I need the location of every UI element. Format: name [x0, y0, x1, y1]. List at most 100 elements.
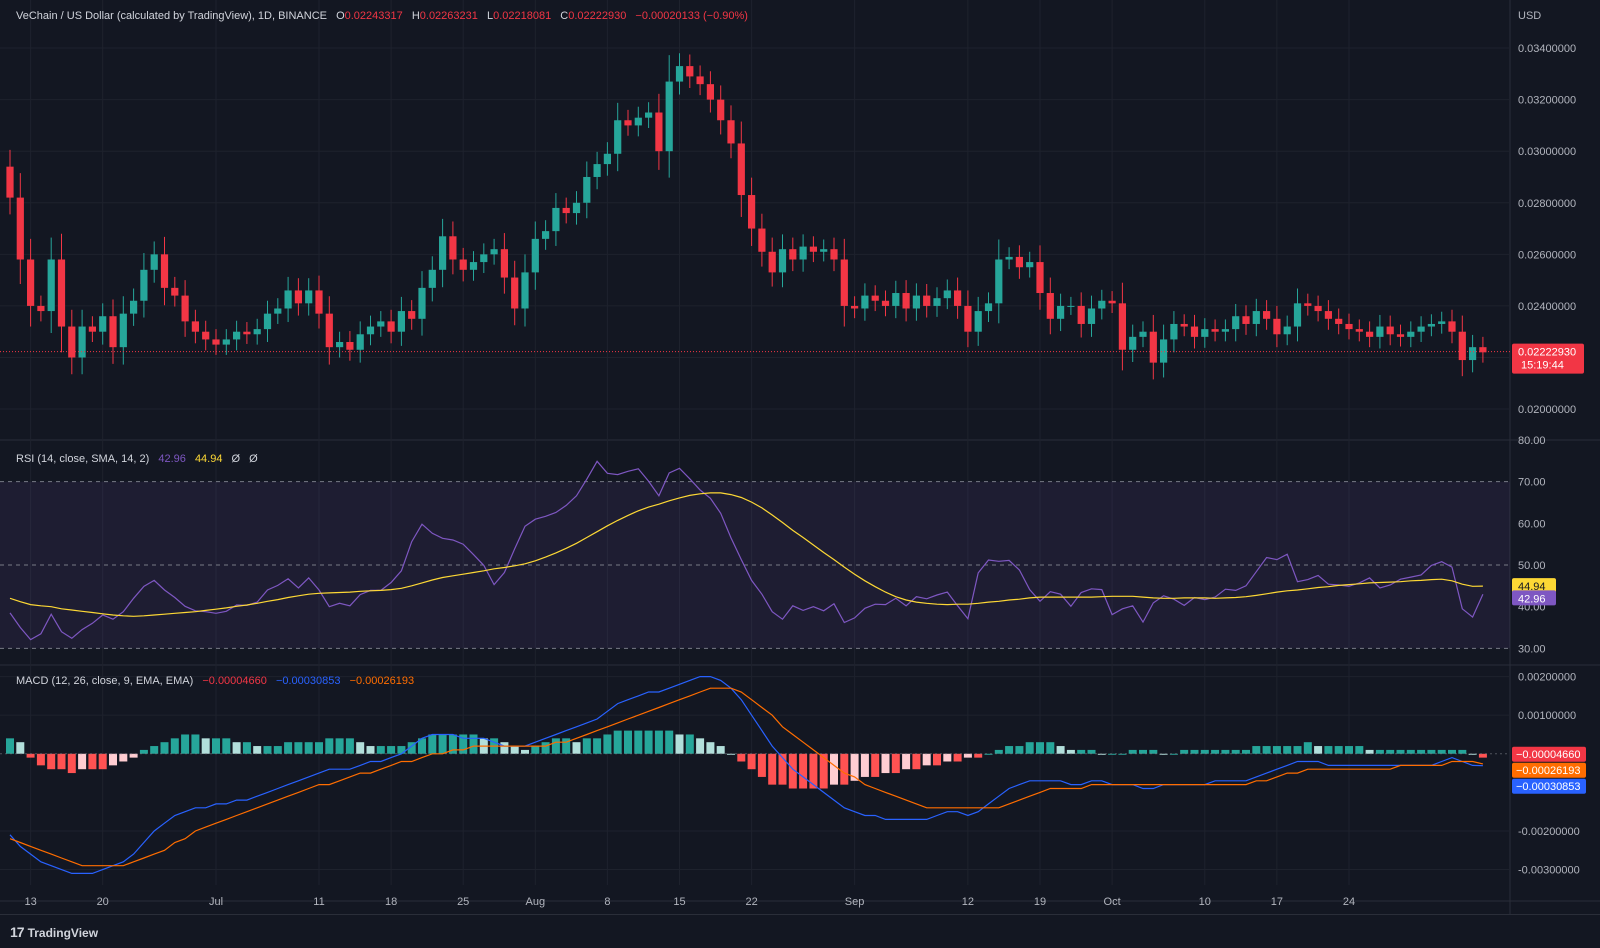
- macd-histogram-bar[interactable]: [768, 753, 777, 785]
- macd-histogram-bar[interactable]: [1108, 753, 1117, 755]
- candle[interactable]: [1057, 305, 1065, 319]
- candle[interactable]: [1160, 339, 1168, 363]
- candle[interactable]: [1448, 321, 1456, 332]
- macd-histogram-bar[interactable]: [1066, 749, 1075, 754]
- candle[interactable]: [449, 236, 457, 260]
- candle[interactable]: [469, 262, 478, 270]
- macd-histogram-bar[interactable]: [1448, 749, 1456, 754]
- candle[interactable]: [1046, 293, 1054, 319]
- candle[interactable]: [397, 311, 405, 332]
- candle[interactable]: [1036, 262, 1044, 294]
- macd-histogram-bar[interactable]: [387, 746, 396, 754]
- candle[interactable]: [294, 290, 302, 304]
- candle[interactable]: [6, 166, 14, 198]
- macd-histogram-bar[interactable]: [1272, 746, 1281, 754]
- candle[interactable]: [1396, 334, 1405, 337]
- macd-histogram-bar[interactable]: [531, 746, 540, 754]
- candle[interactable]: [789, 249, 797, 260]
- candle[interactable]: [933, 298, 941, 306]
- macd-histogram-bar[interactable]: [418, 738, 426, 754]
- macd-histogram-bar[interactable]: [830, 753, 838, 785]
- candle[interactable]: [16, 197, 24, 260]
- candle[interactable]: [645, 112, 653, 118]
- candle[interactable]: [459, 259, 467, 270]
- macd-histogram-bar[interactable]: [634, 730, 643, 754]
- macd-histogram-bar[interactable]: [1283, 746, 1292, 754]
- candle[interactable]: [160, 254, 169, 288]
- macd-histogram-bar[interactable]: [1036, 742, 1044, 754]
- candle[interactable]: [325, 313, 333, 348]
- candle[interactable]: [1479, 347, 1487, 353]
- macd-histogram-bar[interactable]: [448, 734, 457, 754]
- rsi-legend-label[interactable]: RSI (14, close, SMA, 14, 2): [16, 453, 150, 465]
- macd-histogram-bar[interactable]: [778, 753, 787, 785]
- candle[interactable]: [727, 120, 735, 144]
- candle[interactable]: [356, 334, 364, 350]
- candle[interactable]: [212, 339, 220, 345]
- candle[interactable]: [408, 311, 416, 319]
- macd-histogram-bar[interactable]: [933, 753, 941, 766]
- macd-histogram-bar[interactable]: [98, 753, 107, 770]
- candle[interactable]: [1273, 318, 1281, 335]
- candle[interactable]: [954, 290, 962, 306]
- macd-histogram-bar[interactable]: [613, 730, 622, 754]
- candle[interactable]: [377, 321, 385, 327]
- candle[interactable]: [1067, 305, 1075, 307]
- candle[interactable]: [439, 236, 447, 270]
- macd-histogram-bar[interactable]: [603, 734, 612, 754]
- macd-histogram-bar[interactable]: [922, 753, 931, 766]
- candle[interactable]: [634, 117, 642, 126]
- candle[interactable]: [943, 290, 951, 299]
- candle[interactable]: [191, 321, 199, 332]
- candle[interactable]: [768, 251, 776, 273]
- candle[interactable]: [995, 259, 1003, 304]
- macd-histogram-bar[interactable]: [1077, 749, 1086, 754]
- candle[interactable]: [1355, 329, 1363, 332]
- candle[interactable]: [511, 277, 519, 309]
- candle[interactable]: [1427, 323, 1435, 327]
- macd-histogram-bar[interactable]: [315, 742, 323, 754]
- candle[interactable]: [521, 272, 529, 309]
- symbol-title[interactable]: VeChain / US Dollar (calculated by Tradi…: [16, 10, 327, 22]
- candle[interactable]: [1149, 331, 1157, 363]
- candle[interactable]: [1180, 323, 1188, 327]
- candle[interactable]: [542, 231, 550, 239]
- candle[interactable]: [923, 295, 931, 306]
- candle[interactable]: [315, 290, 323, 314]
- macd-histogram-bar[interactable]: [119, 753, 128, 762]
- macd-histogram-bar[interactable]: [1365, 749, 1374, 754]
- macd-histogram-bar[interactable]: [953, 753, 962, 762]
- macd-histogram-bar[interactable]: [284, 742, 293, 754]
- candle[interactable]: [181, 295, 189, 322]
- candle[interactable]: [150, 254, 158, 270]
- macd-histogram-bar[interactable]: [1314, 746, 1323, 754]
- candle[interactable]: [881, 300, 890, 306]
- macd-histogram-bar[interactable]: [469, 734, 478, 754]
- candle[interactable]: [737, 143, 745, 196]
- macd-histogram-bar[interactable]: [366, 746, 375, 754]
- macd-histogram-bar[interactable]: [696, 738, 705, 754]
- macd-histogram-bar[interactable]: [1303, 742, 1312, 754]
- candle[interactable]: [1252, 311, 1260, 324]
- candle[interactable]: [552, 207, 560, 232]
- candle[interactable]: [284, 290, 292, 309]
- macd-histogram-bar[interactable]: [356, 742, 365, 754]
- macd-histogram-bar[interactable]: [1149, 749, 1158, 754]
- macd-histogram-bar[interactable]: [294, 742, 303, 754]
- macd-histogram-bar[interactable]: [521, 749, 529, 754]
- macd-histogram-bar[interactable]: [438, 734, 447, 754]
- candle[interactable]: [1366, 331, 1374, 337]
- candle[interactable]: [655, 112, 663, 152]
- macd-histogram-bar[interactable]: [593, 738, 602, 754]
- candle[interactable]: [562, 207, 570, 214]
- macd-histogram-bar[interactable]: [1190, 749, 1199, 754]
- candle[interactable]: [974, 311, 982, 332]
- candle[interactable]: [387, 321, 395, 332]
- macd-histogram-bar[interactable]: [325, 738, 334, 754]
- macd-histogram-bar[interactable]: [1437, 749, 1446, 754]
- candle[interactable]: [428, 269, 436, 288]
- macd-histogram-bar[interactable]: [881, 753, 890, 774]
- macd-histogram-bar[interactable]: [850, 753, 859, 781]
- macd-histogram-bar[interactable]: [871, 753, 880, 777]
- macd-histogram-bar[interactable]: [788, 753, 797, 789]
